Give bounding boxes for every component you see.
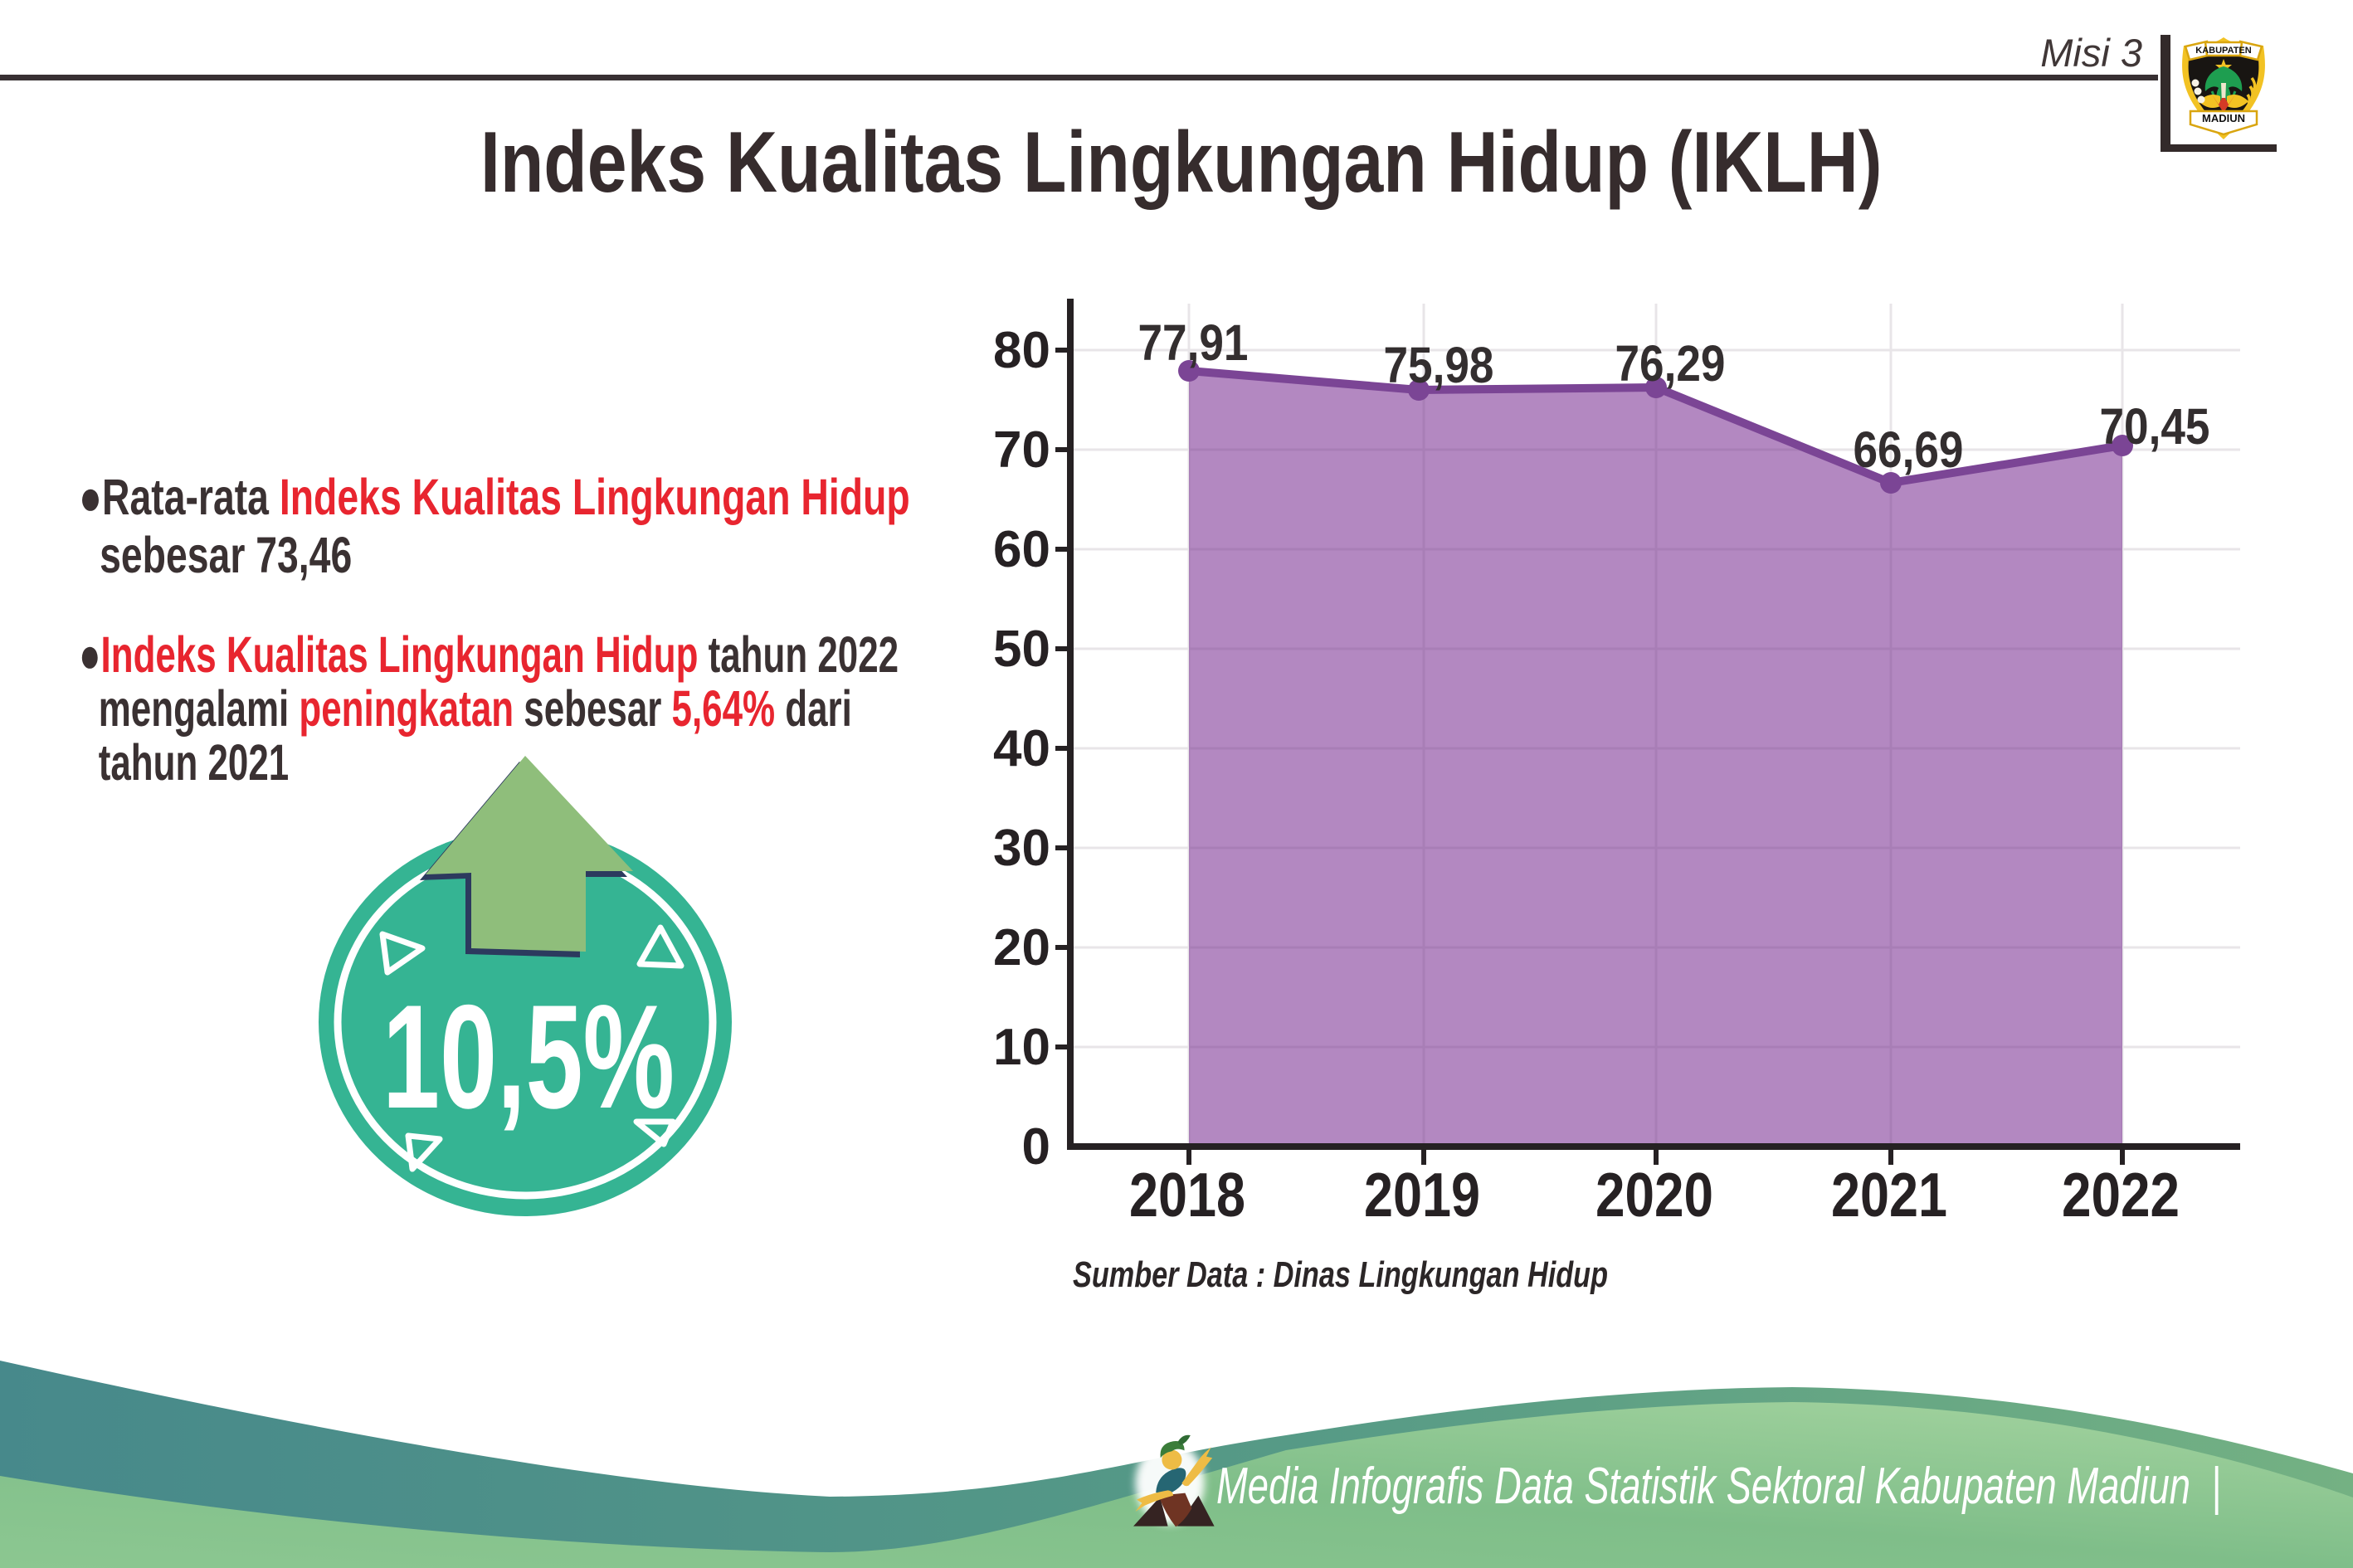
svg-text:20: 20 [993,919,1050,976]
svg-text:70,45: 70,45 [2100,398,2210,455]
svg-text:0: 0 [1022,1118,1050,1176]
svg-text:70: 70 [993,421,1050,479]
svg-text:80: 80 [993,322,1050,379]
svg-text:MADIUN: MADIUN [2202,112,2245,124]
svg-text:60: 60 [993,521,1050,578]
svg-text:66,69: 66,69 [1854,421,1964,478]
svg-text:2020: 2020 [1595,1160,1713,1230]
svg-text:10,5%: 10,5% [382,974,675,1139]
svg-text:76,29: 76,29 [1615,335,1726,392]
svg-text:2021: 2021 [1831,1160,1947,1230]
svg-text:10: 10 [993,1019,1050,1076]
svg-text:75,98: 75,98 [1384,337,1494,393]
svg-text:KABUPATEN: KABUPATEN [2195,46,2251,56]
svg-text:2019: 2019 [1364,1160,1480,1230]
svg-text:30: 30 [993,820,1050,877]
svg-text:50: 50 [993,621,1050,678]
svg-text:40: 40 [993,720,1050,777]
svg-text:Sumber Data : Dinas Lingkungan: Sumber Data : Dinas Lingkungan Hidup [1073,1254,1608,1295]
svg-text:2018: 2018 [1129,1160,1245,1230]
svg-text:2022: 2022 [2062,1160,2180,1230]
svg-text:77,91: 77,91 [1138,314,1249,371]
